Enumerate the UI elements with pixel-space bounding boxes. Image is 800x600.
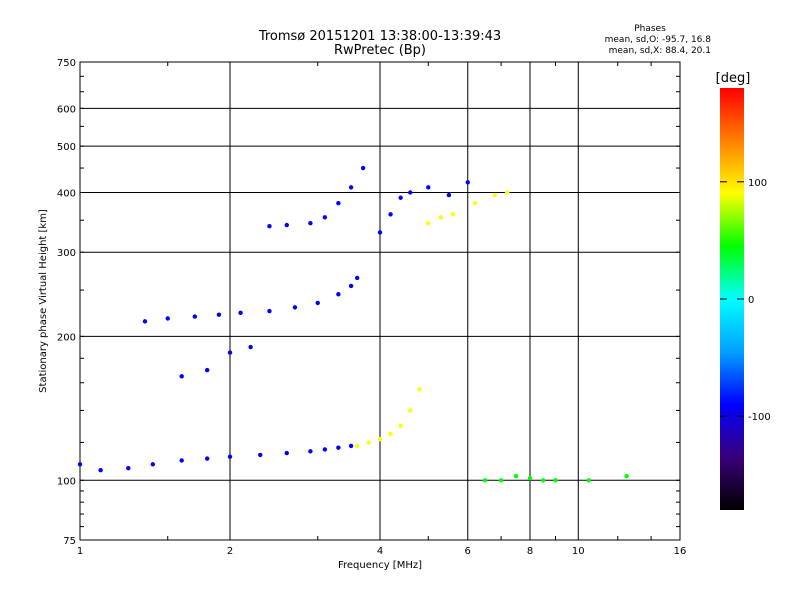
chart-subtitle: RwPretec (Bp) [334,43,426,58]
data-point [354,275,360,281]
data-point [398,423,403,429]
data-point [322,215,328,220]
stats-o-mode: mean, sd,O: -95.7, 16.8 [605,35,712,45]
data-point [336,200,341,206]
data-point [377,230,383,235]
x-tick-label: 10 [572,546,585,557]
colorbar-label: [deg] [716,71,751,86]
x-tick-label: 1 [77,546,83,557]
data-point [446,192,452,198]
data-point [354,443,360,449]
y-tick-label: 400 [57,188,76,199]
data-point [408,408,413,413]
x-axis-ticks: 1 2 4 6 8 10 16 [77,62,687,557]
data-point [284,450,289,456]
data-point [142,319,148,324]
data-point [450,212,456,217]
data-point [179,374,184,379]
data-point [315,300,320,306]
data-point [267,308,272,314]
colorbar-tick-label: 0 [748,295,754,306]
x-axis-label: Frequency [MHz] [338,560,422,571]
data-point [179,458,184,463]
stats-x-mode: mean, sd,X: 88.4, 20.1 [609,46,711,56]
y-tick-label: 750 [57,58,76,69]
data-point [398,195,403,200]
data-point [348,443,354,449]
data-point [348,283,354,289]
x-tick-label: 8 [527,546,533,557]
y-tick-label: 300 [57,248,76,259]
data-points [77,165,629,483]
y-tick-label: 75 [63,536,76,547]
data-point [513,473,519,479]
data-point [336,445,341,450]
data-point [98,467,103,473]
data-point [336,292,341,297]
plot-area [77,61,681,541]
data-point [360,165,366,171]
x-tick-label: 16 [674,546,687,557]
chart-title: Tromsø 20151201 13:38:00-13:39:43 [258,29,501,44]
data-point [377,436,383,442]
y-axis-label: Stationary phase Virtual Height [km] [38,209,49,393]
data-point [267,224,272,229]
data-point [292,305,298,310]
y-tick-label: 500 [57,142,76,153]
x-tick-label: 6 [465,546,471,557]
data-point [540,478,546,483]
data-point [366,440,372,445]
data-point [308,221,313,226]
data-point [388,431,393,437]
data-point [348,185,354,190]
data-point [624,473,629,479]
data-point [438,215,444,220]
data-point [504,190,510,195]
data-point [408,190,413,195]
y-axis-ticks: 75 100 200 300 400 500 600 750 [57,58,680,547]
data-point [204,367,210,373]
data-point [126,465,131,471]
data-point [417,387,422,392]
data-point [426,185,431,190]
data-point [426,221,431,226]
data-point [527,476,533,481]
stats-heading: Phases [634,24,666,34]
colorbar-tick-label: -100 [748,412,771,423]
colorbar-ticks: 100 0 -100 [720,178,771,423]
grid-lines [80,62,680,540]
data-point [258,452,263,458]
data-point [248,344,253,350]
data-point [284,222,289,228]
y-tick-label: 600 [57,104,76,115]
data-point [388,212,393,217]
colorbar-tick-label: 100 [748,178,767,189]
data-point [322,447,328,452]
data-point [482,478,488,483]
data-point [227,454,233,459]
data-point [77,462,83,467]
x-tick-label: 4 [377,546,383,557]
data-point [150,462,156,467]
data-point [238,310,243,316]
data-point [192,314,198,319]
data-point [165,316,170,321]
x-tick-label: 2 [227,546,233,557]
data-point [472,200,478,206]
y-tick-label: 100 [57,476,76,487]
data-point [227,350,233,355]
data-point [465,180,470,185]
data-point [204,456,210,461]
data-point [308,449,313,454]
data-point [586,478,592,483]
data-point [216,312,222,317]
data-point [498,478,504,483]
data-point [492,192,498,198]
y-tick-label: 200 [57,332,76,343]
data-point [553,478,558,483]
